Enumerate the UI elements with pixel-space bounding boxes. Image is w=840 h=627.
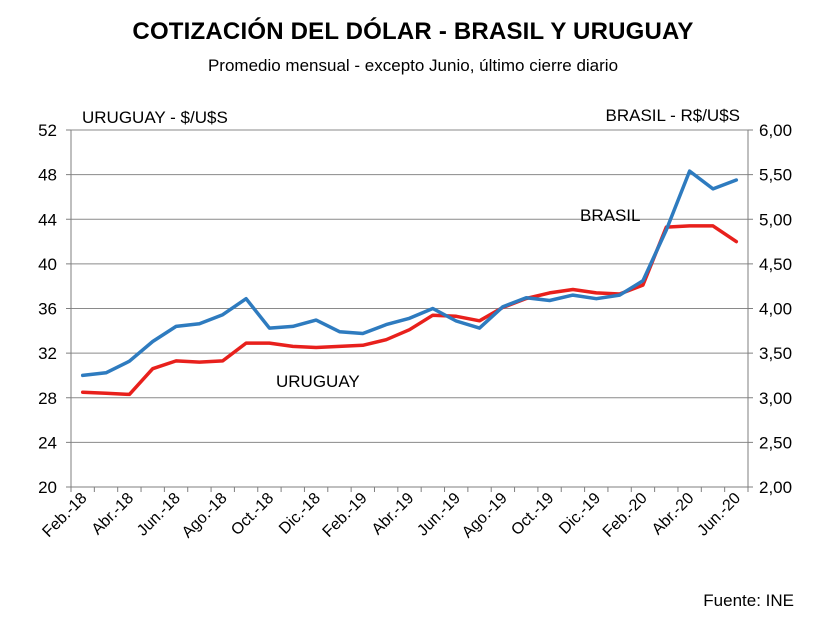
x-tick-label: Jun.-20 (694, 490, 744, 540)
left-tick-label: 48 (38, 166, 57, 185)
x-tick-label: Feb.-20 (600, 490, 651, 541)
x-tick-label: Feb.-19 (320, 490, 371, 541)
left-tick-label: 44 (38, 210, 57, 229)
left-tick-label: 28 (38, 389, 57, 408)
gridlines (66, 129, 753, 492)
brasil-series-line (80, 169, 739, 378)
right-tick-label: 4,00 (759, 300, 792, 319)
x-tick-label: Dic.-18 (276, 490, 324, 538)
left-tick-label: 32 (38, 344, 57, 363)
series-lines (80, 169, 739, 397)
brasil-series-label: BRASIL (580, 206, 640, 225)
right-axis-ticks: 2,00 2,50 3,00 3,50 4,00 4,50 5,00 5,50 6,00 (759, 121, 792, 497)
x-tick-label: Dic.-19 (556, 490, 604, 538)
left-axis-label: URUGUAY - $/U$S (82, 108, 228, 127)
x-tick-label: Jun.-18 (134, 490, 184, 540)
x-tick-label: Oct.-18 (228, 490, 277, 539)
uruguay-series-line (80, 224, 739, 397)
x-tick-label: Jun.-19 (414, 490, 464, 540)
uruguay-series-label: URUGUAY (276, 372, 360, 391)
x-tick-label: Ago.-19 (459, 490, 511, 542)
right-tick-label: 2,00 (759, 478, 792, 497)
x-tick-label: Feb.-18 (39, 490, 90, 541)
left-tick-label: 40 (38, 255, 57, 274)
x-tick-label: Abr.-19 (369, 490, 418, 539)
x-tick-label: Ago.-18 (179, 490, 231, 542)
right-tick-label: 6,00 (759, 121, 792, 140)
x-tick-label: Abr.-18 (89, 490, 138, 539)
x-axis-ticks: Feb.-18Abr.-18Jun.-18Ago.-18Oct.-18Dic.-… (39, 490, 744, 542)
x-tick-label: Abr.-20 (649, 490, 698, 539)
source-note: Fuente: INE (703, 591, 794, 610)
right-tick-label: 2,50 (759, 433, 792, 452)
right-tick-label: 4,50 (759, 255, 792, 274)
right-tick-label: 3,50 (759, 344, 792, 363)
left-tick-label: 52 (38, 121, 57, 140)
right-tick-label: 5,50 (759, 166, 792, 185)
chart-title: COTIZACIÓN DEL DÓLAR - BRASIL Y URUGUAY (132, 18, 694, 45)
x-tick-label: Oct.-19 (508, 490, 557, 539)
left-tick-label: 20 (38, 478, 57, 497)
left-tick-label: 36 (38, 300, 57, 319)
chart-subtitle: Promedio mensual - excepto Junio, último… (207, 56, 619, 75)
right-axis-label: BRASIL - R$/U$S (606, 106, 740, 125)
right-tick-label: 3,00 (759, 389, 792, 408)
left-axis-ticks: 20 24 28 32 36 40 44 48 52 (38, 121, 57, 497)
right-tick-label: 5,00 (759, 210, 792, 229)
left-tick-label: 24 (38, 433, 57, 452)
